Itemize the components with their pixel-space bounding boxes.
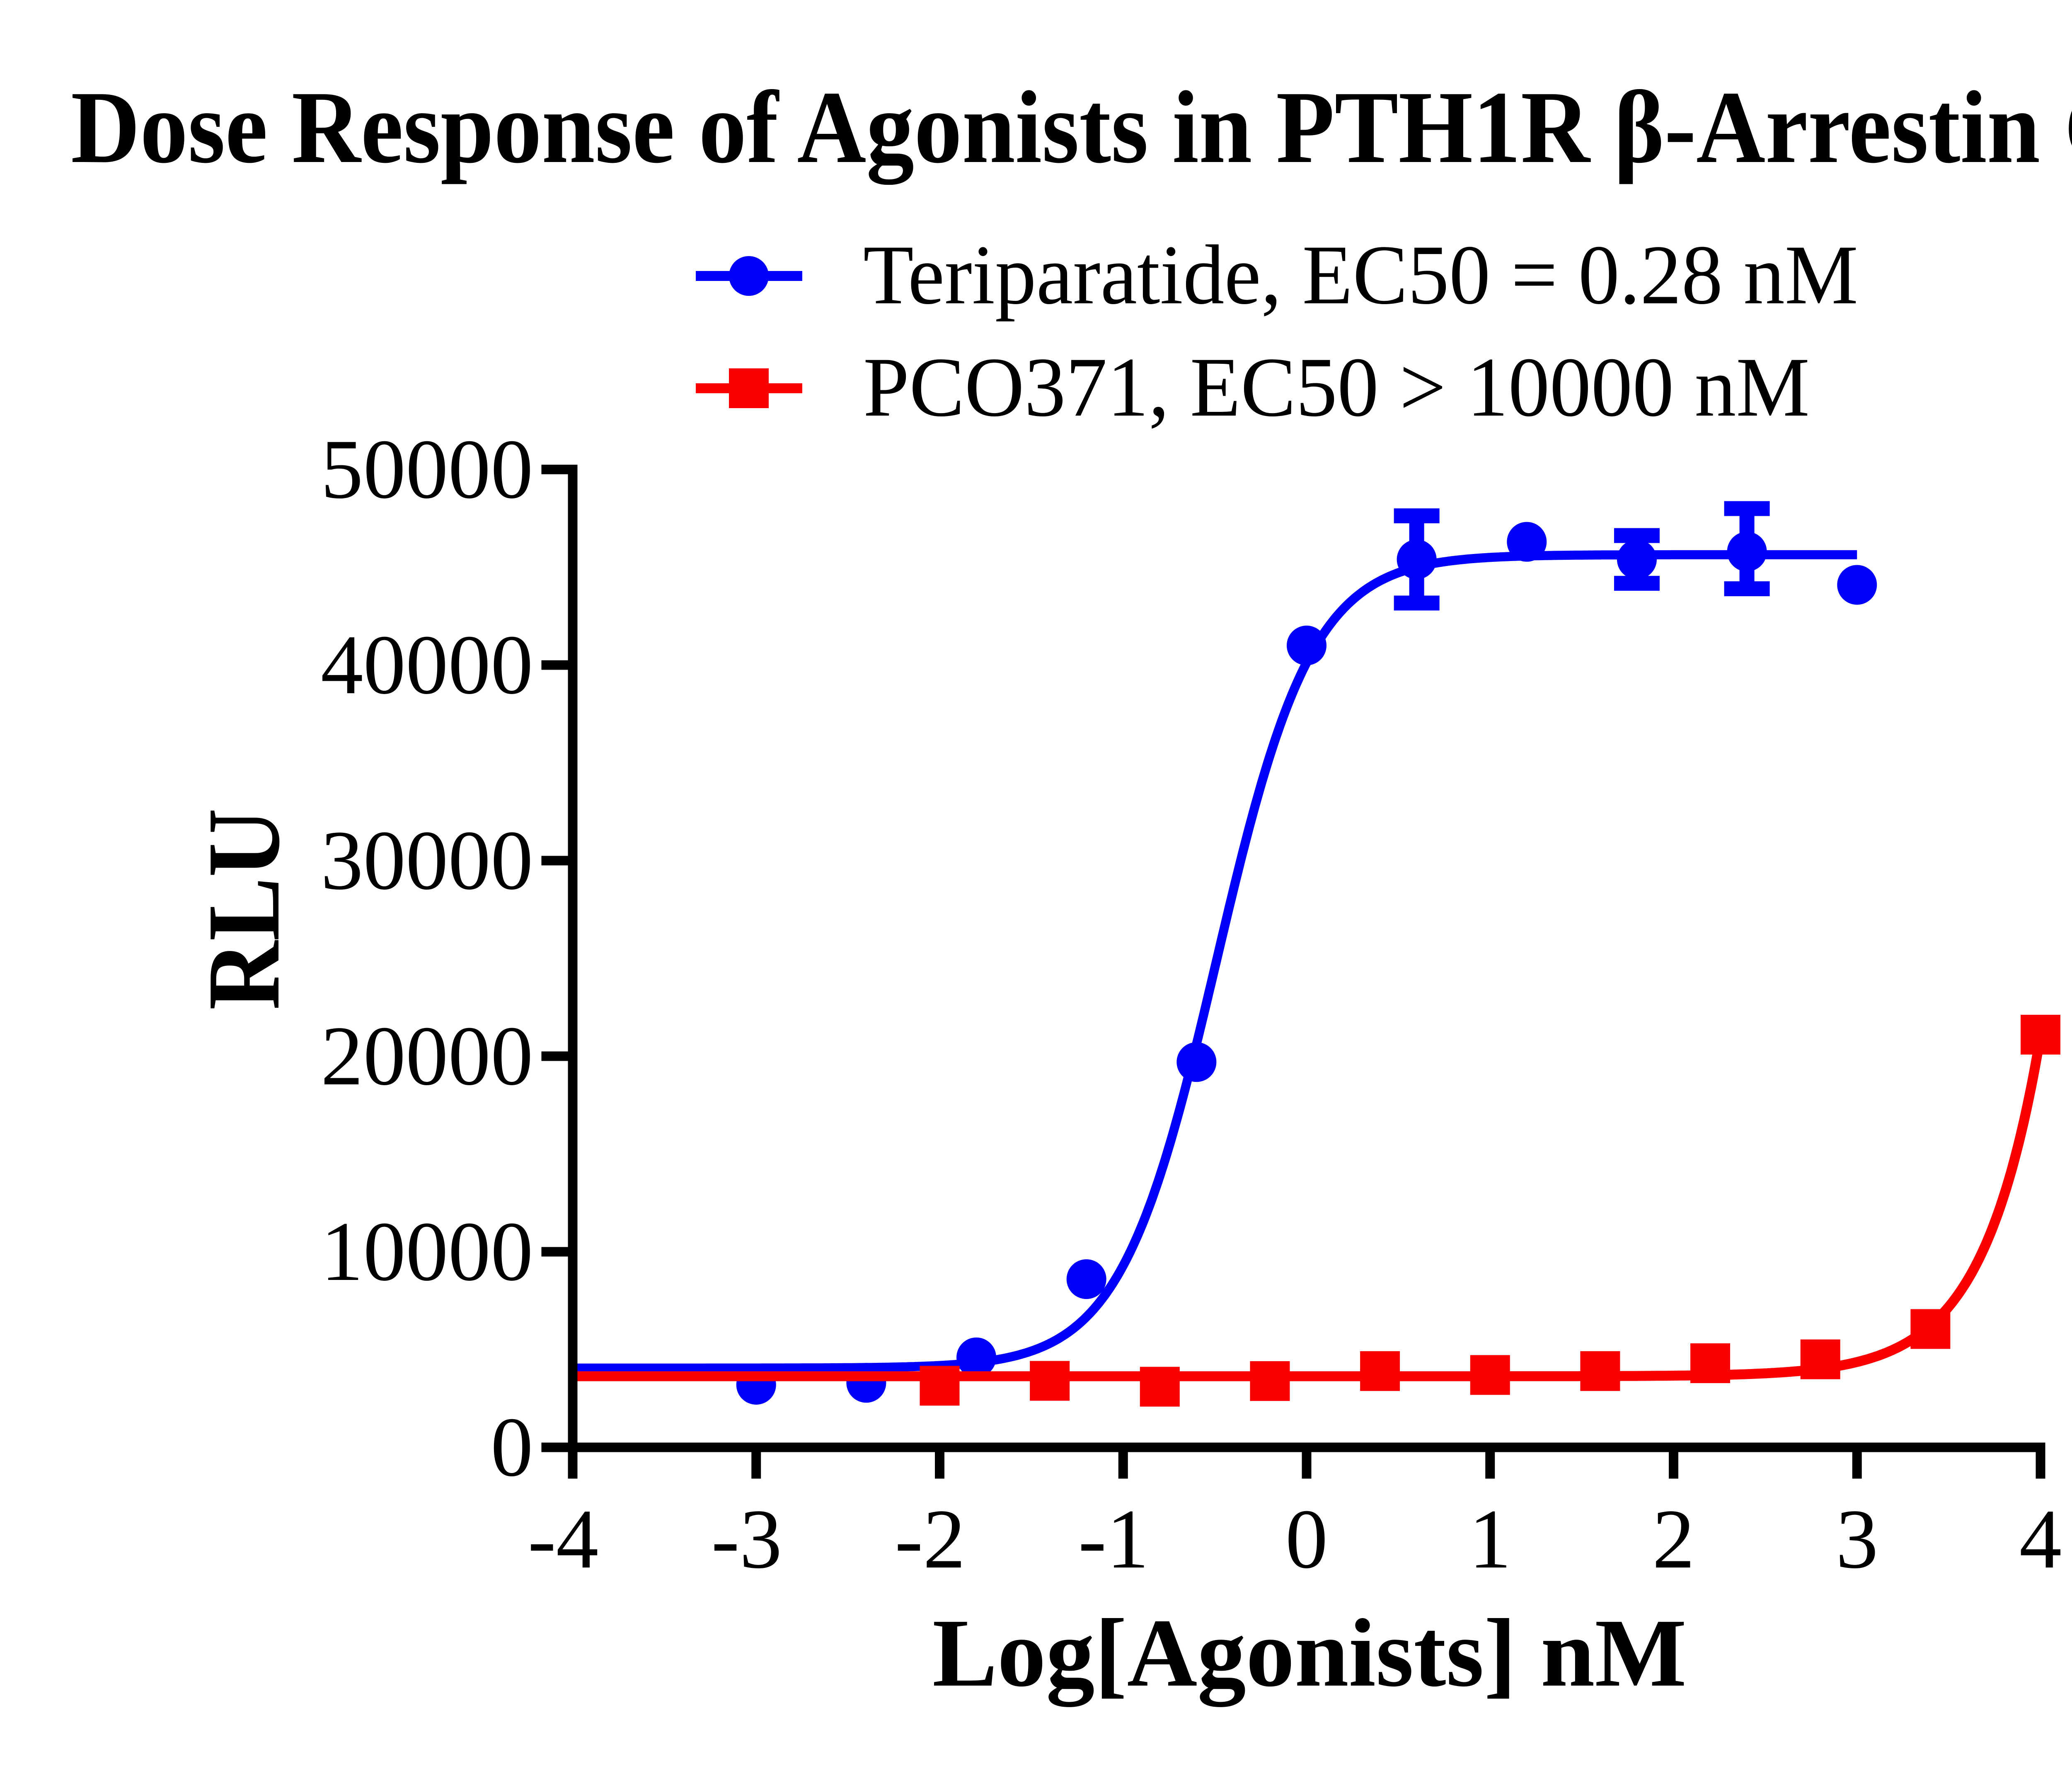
y-tick-label: 40000 <box>321 618 533 712</box>
teriparatide-point-marker <box>1727 532 1767 572</box>
teriparatide-point-marker <box>1837 565 1877 605</box>
legend-marker-pco371 <box>729 368 769 408</box>
series-teriparatide <box>573 501 1877 1405</box>
pco371-point-marker <box>1800 1339 1840 1379</box>
x-tick-label: -2 <box>895 1492 966 1586</box>
teriparatide-fit-curve <box>573 550 1857 1373</box>
teriparatide-point-marker <box>1617 539 1657 580</box>
teriparatide-point-marker <box>846 1363 886 1403</box>
teriparatide-point-marker <box>1066 1259 1106 1299</box>
x-tick-label: -3 <box>711 1492 782 1586</box>
x-tick-label: -4 <box>528 1492 599 1586</box>
legend: Teriparatide, EC50 = 0.28 nM PCO371, EC50… <box>696 228 1858 434</box>
tick-labels-layer: -4 -3 -2 -1 0 1 2 3 4 0 10000 20000 30000 40000 50000 <box>321 422 2062 1586</box>
x-tick-label: 1 <box>1469 1492 1512 1586</box>
pco371-point-marker <box>1690 1343 1731 1384</box>
chart-title: Dose Response of Agonists in PTH1R β-Arr… <box>71 70 2072 185</box>
pco371-point-marker <box>1250 1361 1290 1401</box>
teriparatide-point-marker <box>736 1364 776 1405</box>
series-pco371 <box>573 1015 2060 1407</box>
teriparatide-point-marker <box>1507 522 1547 562</box>
y-tick-label: 20000 <box>321 1009 533 1103</box>
pco371-point-marker <box>2021 1015 2060 1055</box>
pco371-point-marker <box>1030 1361 1070 1401</box>
legend-item-pco371: PCO371, EC50 > 10000 nM <box>696 340 1810 434</box>
pco371-point-marker <box>920 1366 960 1406</box>
y-axis-title: RLU <box>186 808 301 1010</box>
legend-label-pco371: PCO371, EC50 > 10000 nM <box>863 340 1810 434</box>
y-tick-label: 10000 <box>321 1205 533 1299</box>
pco371-point-marker <box>1360 1351 1400 1391</box>
x-tick-label: 0 <box>1285 1492 1328 1586</box>
y-tick-label: 0 <box>491 1400 533 1494</box>
x-tick-label: 4 <box>2019 1492 2062 1586</box>
x-tick-label: -1 <box>1078 1492 1149 1586</box>
teriparatide-point-marker <box>1176 1042 1217 1082</box>
y-tick-label: 50000 <box>321 422 533 516</box>
legend-item-teriparatide: Teriparatide, EC50 = 0.28 nM <box>696 228 1858 322</box>
pco371-point-marker <box>1140 1367 1180 1407</box>
pco371-point-marker <box>1470 1355 1510 1395</box>
pco371-point-marker <box>1910 1309 1951 1349</box>
x-axis-title: Log[Agonists] nM <box>932 1599 1687 1707</box>
series-layer <box>573 501 2060 1407</box>
teriparatide-point-marker <box>1397 539 1437 580</box>
legend-marker-teriparatide <box>729 256 769 296</box>
pco371-point-marker <box>1580 1351 1620 1391</box>
pco371-fit-curve <box>573 1035 2045 1381</box>
legend-label-teriparatide: Teriparatide, EC50 = 0.28 nM <box>863 228 1858 322</box>
y-tick-label: 30000 <box>321 813 533 907</box>
teriparatide-point-marker <box>956 1337 997 1377</box>
x-tick-label: 2 <box>1652 1492 1695 1586</box>
axes-layer <box>541 464 2045 1479</box>
teriparatide-point-marker <box>1287 625 1326 665</box>
x-tick-label: 3 <box>1836 1492 1878 1586</box>
